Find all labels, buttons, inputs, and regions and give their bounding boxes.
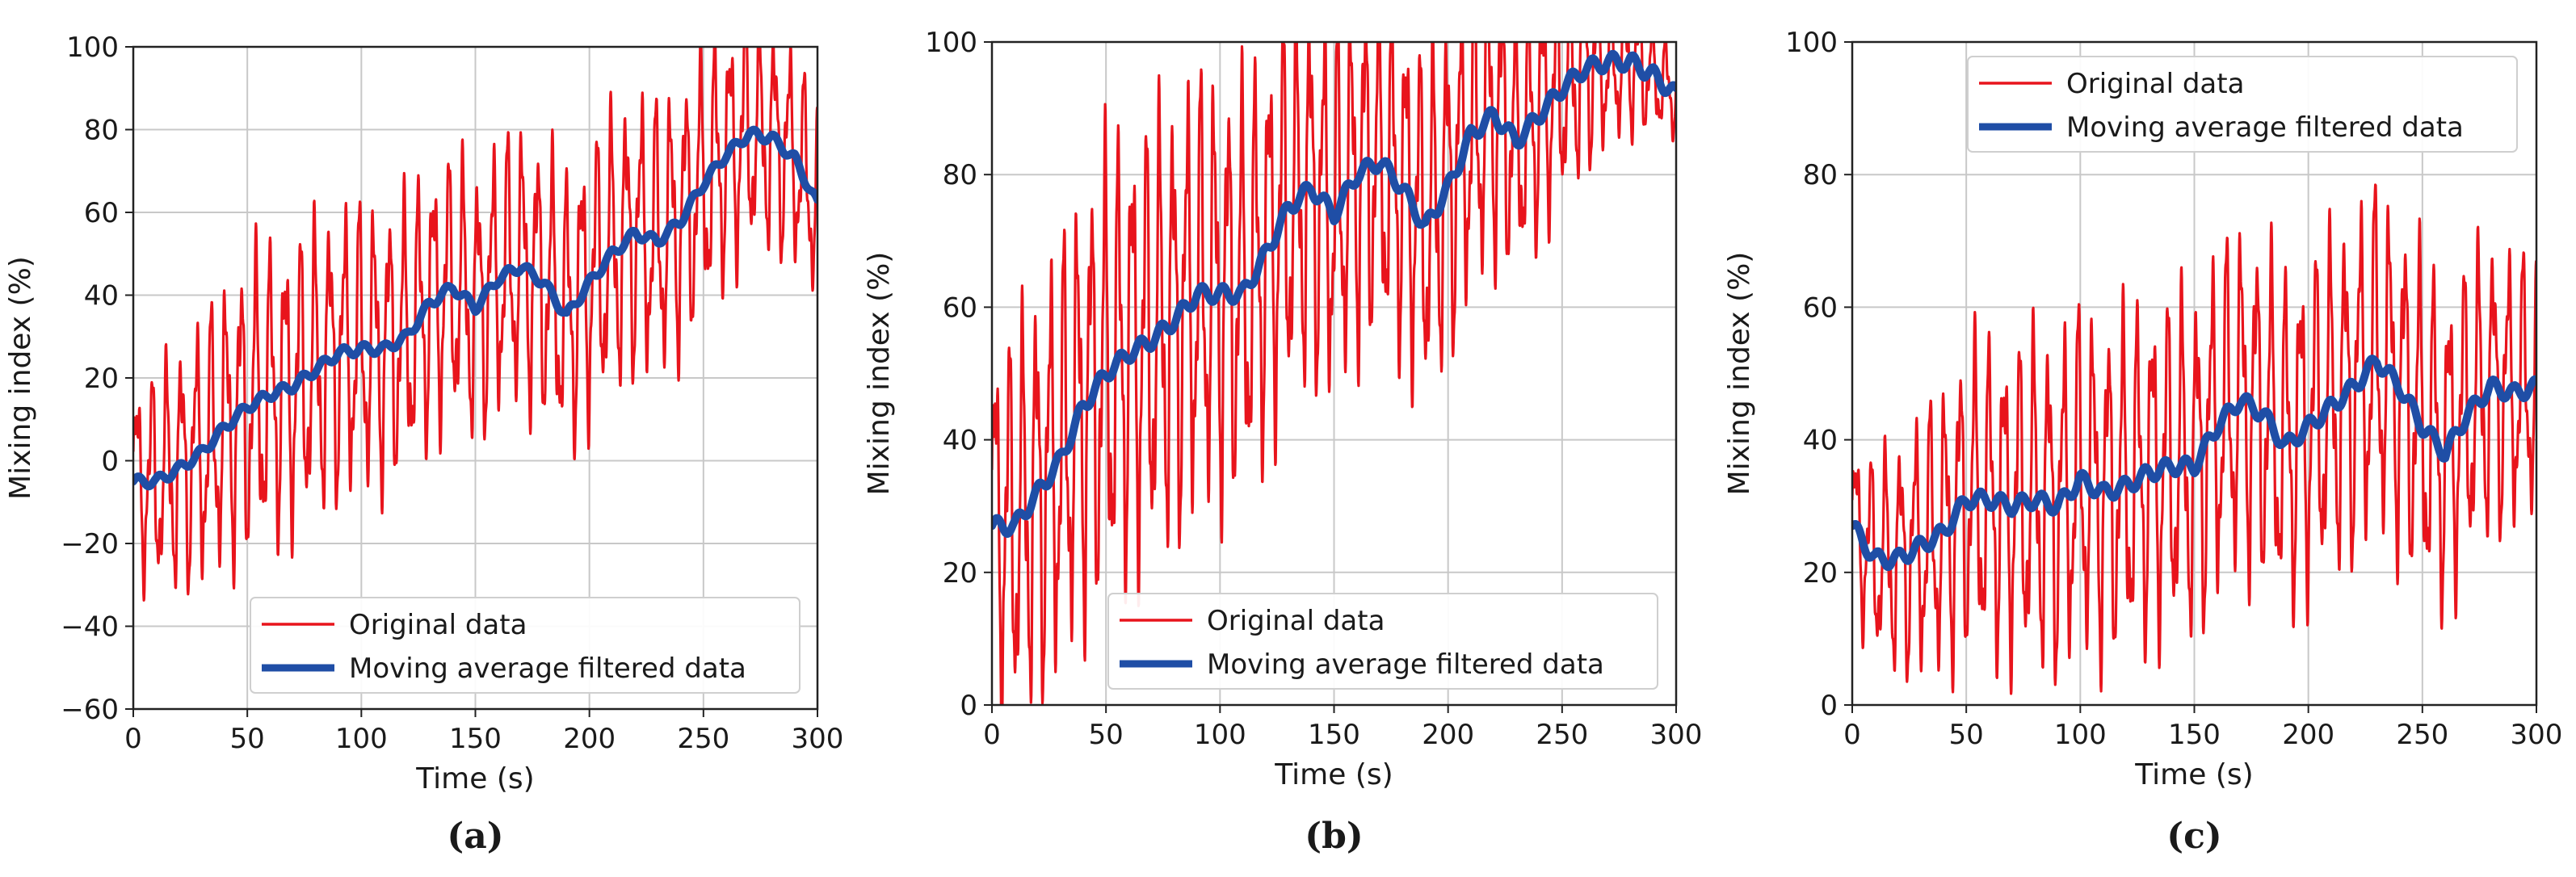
- x-tick-label: 100: [1194, 719, 1246, 751]
- y-tick-label: 60: [1803, 292, 1838, 324]
- y-axis-label: Mixing index (%): [4, 256, 37, 500]
- legend-entry: Original data: [2066, 68, 2244, 100]
- series-original-data-line: [992, 42, 1676, 705]
- y-axis-label: Mixing index (%): [863, 252, 896, 496]
- legend-entry: Original data: [349, 609, 527, 641]
- x-tick-label: 50: [1949, 719, 1984, 751]
- legend: Original data Moving average filtered dat…: [1107, 593, 1658, 690]
- y-tick-label: −60: [61, 694, 119, 726]
- x-tick-label: 0: [124, 723, 142, 755]
- panel-label: (c): [2166, 816, 2221, 857]
- legend: Original data Moving average filtered dat…: [1967, 56, 2518, 153]
- y-tick-label: 0: [101, 446, 119, 478]
- series-moving-average-line: [133, 125, 817, 491]
- legend-entry: Moving average filtered data: [2066, 111, 2464, 144]
- legend-box: [1967, 56, 2518, 153]
- x-tick-label: 150: [449, 723, 502, 755]
- axes-frame: [990, 40, 1678, 707]
- y-tick-label: 100: [66, 31, 119, 64]
- x-tick-label: 100: [2054, 719, 2107, 751]
- x-tick-label: 100: [335, 723, 388, 755]
- y-tick-label: 40: [1803, 425, 1838, 457]
- chart-panel-a: 0 50 100 150 200 250 300 −60 −40 −20 0 20 40 60 80 100 T…: [4, 31, 844, 857]
- legend-entry: Moving average filtered data: [1207, 648, 1604, 681]
- x-tick-label: 300: [2511, 719, 2563, 751]
- x-tick-label: 200: [1422, 719, 1474, 751]
- y-tick-label: 40: [84, 280, 119, 313]
- x-tick-label: 250: [1536, 719, 1588, 751]
- x-axis-label: Time (s): [2134, 758, 2253, 791]
- x-axis-label: Time (s): [415, 762, 534, 795]
- legend-box: [250, 597, 801, 694]
- y-tick-label: 80: [84, 115, 119, 147]
- y-tick-label: 60: [943, 292, 977, 324]
- x-tick-label: 150: [2168, 719, 2221, 751]
- series-original-data-line: [133, 47, 817, 602]
- y-tick-label: 20: [1803, 557, 1838, 590]
- legend-entry: Original data: [1207, 605, 1385, 637]
- x-tick-label: 150: [1308, 719, 1360, 751]
- x-tick-label: 300: [792, 723, 844, 755]
- x-tick-label: 200: [2282, 719, 2334, 751]
- legend: Original data Moving average filtered dat…: [250, 597, 801, 694]
- y-tick-label: 60: [84, 197, 119, 229]
- x-tick-label: 50: [1089, 719, 1124, 751]
- chart-panel-b: 0 50 100 150 200 250 300 0 20 40 60 80 100 Time (s) Mi…: [863, 27, 1703, 857]
- x-tick-label: 250: [677, 723, 729, 755]
- panel-label: (a): [447, 816, 503, 857]
- legend-box: [1107, 593, 1658, 690]
- x-tick-label: 50: [230, 723, 265, 755]
- y-axis-label: Mixing index (%): [1723, 252, 1756, 496]
- x-tick-label: 300: [1650, 719, 1703, 751]
- x-tick-label: 0: [983, 719, 1001, 751]
- y-tick-label: 40: [943, 425, 977, 457]
- chart-panel-c: 0 50 100 150 200 250 300 0 20 40 60 80 100 Time (s) Mi…: [1723, 27, 2562, 857]
- y-tick-label: 80: [1803, 159, 1838, 191]
- y-tick-label: −20: [61, 528, 119, 560]
- y-tick-label: 100: [925, 27, 977, 59]
- series-moving-average-line: [992, 49, 1676, 538]
- legend-entry: Moving average filtered data: [349, 653, 746, 685]
- panel-label: (b): [1305, 816, 1363, 857]
- x-tick-label: 200: [563, 723, 616, 755]
- x-tick-label: 250: [2396, 719, 2448, 751]
- y-tick-label: −40: [61, 611, 119, 644]
- series-moving-average-line: [1852, 355, 2536, 572]
- axes-frame: [1851, 40, 2538, 707]
- axes-frame: [132, 45, 819, 711]
- y-tick-label: 20: [84, 363, 119, 395]
- y-tick-label: 0: [1820, 690, 1838, 722]
- x-axis-label: Time (s): [1274, 758, 1393, 791]
- x-tick-label: 0: [1843, 719, 1861, 751]
- series-original-data-line: [1852, 183, 2536, 695]
- y-tick-label: 100: [1785, 27, 1838, 59]
- y-tick-label: 0: [960, 690, 977, 722]
- y-tick-label: 80: [943, 159, 977, 191]
- y-tick-label: 20: [943, 557, 977, 590]
